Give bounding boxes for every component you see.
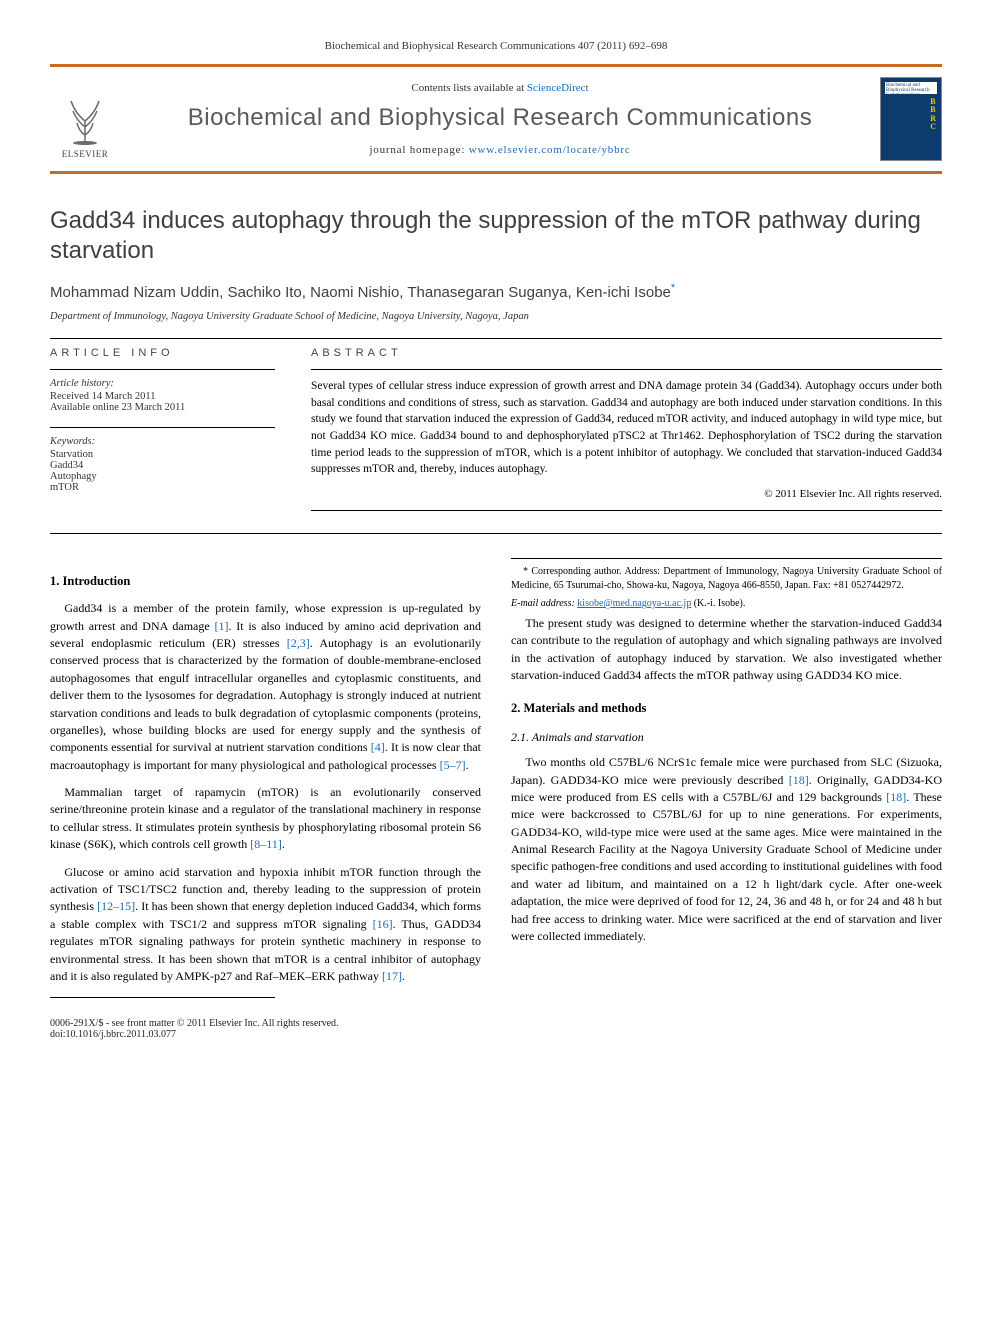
body-paragraph: The present study was designed to determ…	[511, 615, 942, 685]
keyword: Starvation	[50, 449, 275, 460]
issn-copyright: 0006-291X/$ - see front matter © 2011 El…	[50, 1018, 339, 1029]
authors-text: Mohammad Nizam Uddin, Sachiko Ito, Naomi…	[50, 284, 671, 301]
keyword: Gadd34	[50, 460, 275, 471]
email-line: E-mail address: kisobe@med.nagoya-u.ac.j…	[511, 597, 942, 611]
cover-label: Biochemical and Biophysical Research Com…	[886, 83, 941, 98]
body-paragraph: Gadd34 is a member of the protein family…	[50, 600, 481, 774]
homepage-prefix: journal homepage:	[369, 144, 468, 156]
abstract-text: Several types of cellular stress induce …	[311, 378, 942, 478]
history-label: Article history:	[50, 378, 275, 389]
email-author: (K.-i. Isobe).	[694, 598, 746, 609]
citation-ref[interactable]: [18]	[886, 790, 906, 804]
abstract-column: ABSTRACT Several types of cellular stres…	[311, 347, 942, 519]
divider	[50, 427, 275, 428]
front-matter-line: 0006-291X/$ - see front matter © 2011 El…	[50, 1018, 339, 1040]
info-abstract-row: ARTICLE INFO Article history: Received 1…	[50, 347, 942, 519]
author-list: Mohammad Nizam Uddin, Sachiko Ito, Naomi…	[50, 282, 942, 301]
divider	[50, 338, 942, 339]
corresponding-author-mark[interactable]: *	[671, 282, 675, 294]
citation-ref[interactable]: [12–15]	[97, 899, 135, 913]
citation-ref[interactable]: [8–11]	[250, 837, 282, 851]
corresponding-author-footnote: * Corresponding author. Address: Departm…	[511, 565, 942, 593]
body-paragraph: Glucose or amino acid starvation and hyp…	[50, 864, 481, 986]
divider	[50, 369, 275, 370]
footnote-block: * Corresponding author. Address: Departm…	[511, 558, 942, 611]
journal-cover-thumb: Biochemical and Biophysical Research Com…	[880, 77, 942, 161]
citation-ref[interactable]: [17]	[382, 969, 402, 983]
subsection-heading: 2.1. Animals and starvation	[511, 729, 942, 746]
email-link[interactable]: kisobe@med.nagoya-u.ac.jp	[577, 598, 691, 609]
elsevier-tree-icon	[57, 91, 113, 147]
journal-name: Biochemical and Biophysical Research Com…	[132, 104, 868, 132]
citation-ref[interactable]: [4]	[371, 740, 385, 754]
article-info-column: ARTICLE INFO Article history: Received 1…	[50, 347, 275, 519]
keywords-block: Keywords: Starvation Gadd34 Autophagy mT…	[50, 436, 275, 493]
sciencedirect-link[interactable]: ScienceDirect	[527, 82, 589, 94]
divider	[311, 369, 942, 370]
article-body: 1. Introduction Gadd34 is a member of th…	[50, 558, 942, 985]
citation-ref[interactable]: [2,3]	[287, 636, 310, 650]
bottom-bar: 0006-291X/$ - see front matter © 2011 El…	[50, 1018, 942, 1040]
keyword: mTOR	[50, 482, 275, 493]
divider	[311, 510, 942, 511]
citation-ref[interactable]: [16]	[373, 917, 393, 931]
section-heading: 1. Introduction	[50, 572, 481, 590]
section-heading: 2. Materials and methods	[511, 699, 942, 717]
body-paragraph: Two months old C57BL/6 NCrS1c female mic…	[511, 754, 942, 945]
affiliation: Department of Immunology, Nagoya Univers…	[50, 311, 942, 322]
doi: doi:10.1016/j.bbrc.2011.03.077	[50, 1029, 339, 1040]
keywords-label: Keywords:	[50, 436, 275, 447]
contents-line: Contents lists available at ScienceDirec…	[132, 82, 868, 94]
divider	[50, 997, 275, 998]
abstract-copyright: © 2011 Elsevier Inc. All rights reserved…	[311, 488, 942, 500]
publisher-logo: ELSEVIER	[50, 79, 120, 159]
article-history: Article history: Received 14 March 2011 …	[50, 378, 275, 413]
keyword: Autophagy	[50, 471, 275, 482]
article-title: Gadd34 induces autophagy through the sup…	[50, 206, 942, 266]
citation-ref[interactable]: [5–7]	[440, 758, 466, 772]
article-info-heading: ARTICLE INFO	[50, 347, 275, 359]
body-paragraph: Mammalian target of rapamycin (mTOR) is …	[50, 784, 481, 854]
journal-reference: Biochemical and Biophysical Research Com…	[50, 40, 942, 52]
header-center: Contents lists available at ScienceDirec…	[132, 82, 868, 156]
contents-prefix: Contents lists available at	[411, 82, 526, 94]
received-date: Received 14 March 2011	[50, 391, 275, 402]
cover-letters: BBRC	[930, 98, 936, 132]
journal-header-bar: ELSEVIER Contents lists available at Sci…	[50, 64, 942, 174]
abstract-heading: ABSTRACT	[311, 347, 942, 359]
citation-ref[interactable]: [18]	[789, 773, 809, 787]
citation-ref[interactable]: [1]	[214, 619, 228, 633]
online-date: Available online 23 March 2011	[50, 402, 275, 413]
publisher-name: ELSEVIER	[62, 149, 109, 159]
divider	[50, 533, 942, 534]
homepage-link[interactable]: www.elsevier.com/locate/ybbrc	[469, 144, 631, 156]
email-label: E-mail address:	[511, 598, 575, 609]
journal-homepage: journal homepage: www.elsevier.com/locat…	[132, 144, 868, 156]
